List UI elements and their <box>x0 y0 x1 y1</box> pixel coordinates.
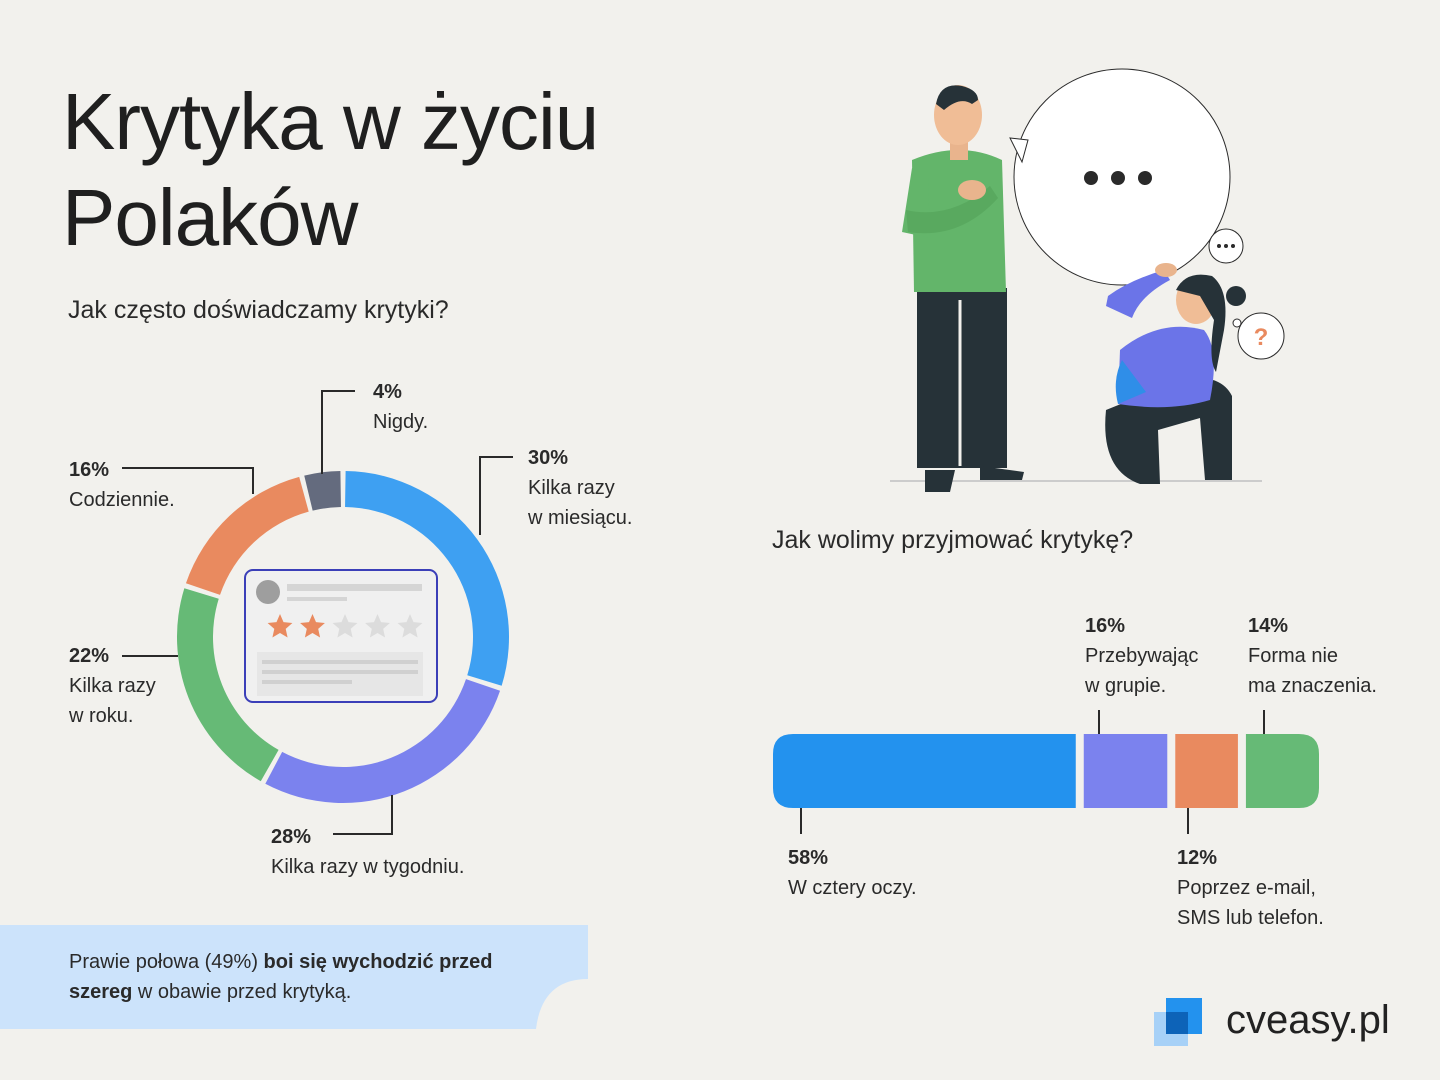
donut-text-weekly-1: Kilka razy w tygodniu. <box>271 856 465 878</box>
note-corner-curl <box>536 979 588 1029</box>
star-empty-icon <box>332 614 358 638</box>
bar-label-group: 16% Przebywając w grupie. <box>1085 611 1198 701</box>
note-text: Prawie połowa (49%) boi się wychodzić pr… <box>69 947 549 1007</box>
bar-segment-1 <box>1083 734 1168 808</box>
bar-question: Jak wolimy przyjmować krytykę? <box>772 526 1134 554</box>
bar-text-private-1: W cztery oczy. <box>788 877 917 899</box>
logo-text: cveasy.pl <box>1226 998 1390 1042</box>
donut-text-never-1: Nigdy. <box>373 411 429 433</box>
donut-text-yearly-2: w roku. <box>69 705 134 727</box>
bar-text-remote-1: Poprzez e-mail, <box>1177 877 1316 899</box>
donut-label-monthly: 30% Kilka razy w miesiącu. <box>528 443 632 533</box>
donut-label-daily: 16% Codziennie. <box>69 455 175 515</box>
brand-logo[interactable]: cveasy.pl <box>1152 996 1412 1050</box>
title-line-1: Krytyka w życiu <box>62 77 599 166</box>
bar-label-any: 14% Forma nie ma znaczenia. <box>1248 611 1377 701</box>
bar-pct-any: 14% <box>1248 615 1289 637</box>
donut-question: Jak często doświadczamy krytyki? <box>68 296 449 324</box>
donut-pct-weekly: 28% <box>271 826 312 848</box>
donut-chart <box>176 471 509 803</box>
donut-slice-1 <box>265 679 501 803</box>
star-empty-icon <box>365 614 390 638</box>
logo-icon <box>1154 998 1202 1046</box>
bar-text-any-1: Forma nie <box>1248 645 1339 667</box>
stacked-bar-chart <box>773 734 1319 808</box>
donut-slice-3 <box>185 476 309 595</box>
donut-text-yearly-1: Kilka razy <box>69 675 156 697</box>
note-part-1: Prawie połowa (49%) <box>69 951 264 973</box>
donut-label-weekly: 28% Kilka razy w tygodniu. <box>271 822 464 882</box>
donut-text-monthly-1: Kilka razy <box>528 477 615 499</box>
donut-pct-daily: 16% <box>69 459 110 481</box>
bar-leader-lines <box>800 710 1265 834</box>
note-bold: boi się wychodzić przed szereg <box>69 951 493 1003</box>
star-empty-icon <box>397 614 423 638</box>
review-card-illustration <box>244 569 438 703</box>
bar-text-group-2: w grupie. <box>1085 675 1167 697</box>
page-title: Krytyka w życiu Polaków <box>62 74 599 266</box>
donut-pct-yearly: 22% <box>69 645 110 667</box>
bar-pct-remote: 12% <box>1177 847 1218 869</box>
bar-text-any-2: ma znaczenia. <box>1248 675 1377 697</box>
donut-leader-lines <box>122 390 513 835</box>
donut-label-never: 4% Nigdy. <box>373 377 428 437</box>
bar-segment-2 <box>1175 734 1238 808</box>
bar-label-private: 58% W cztery oczy. <box>788 843 917 903</box>
bar-label-remote: 12% Poprzez e-mail, SMS lub telefon. <box>1177 843 1324 933</box>
bar-segment-0 <box>773 734 1076 808</box>
donut-label-yearly: 22% Kilka razy w roku. <box>69 641 156 731</box>
star-filled-icon <box>267 614 293 638</box>
bar-pct-group: 16% <box>1085 615 1126 637</box>
bar-pct-private: 58% <box>788 847 829 869</box>
donut-pct-monthly: 30% <box>528 447 569 469</box>
bar-segment-3 <box>1245 734 1319 808</box>
donut-slice-4 <box>304 471 341 511</box>
svg-text:?: ? <box>1254 324 1269 351</box>
donut-slice-0 <box>345 471 509 686</box>
people-illustration: ? <box>890 68 1285 492</box>
bar-text-group-1: Przebywając <box>1085 645 1199 667</box>
donut-slice-2 <box>176 588 279 782</box>
note-box: Prawie połowa (49%) boi się wychodzić pr… <box>0 925 588 1029</box>
title-line-2: Polaków <box>62 173 358 262</box>
bar-text-remote-2: SMS lub telefon. <box>1177 907 1324 929</box>
note-part-2: w obawie przed krytyką. <box>132 981 352 1003</box>
donut-text-daily-1: Codziennie. <box>69 489 175 511</box>
donut-text-monthly-2: w miesiącu. <box>528 507 633 529</box>
star-filled-icon <box>300 614 325 638</box>
donut-pct-never: 4% <box>373 381 402 403</box>
